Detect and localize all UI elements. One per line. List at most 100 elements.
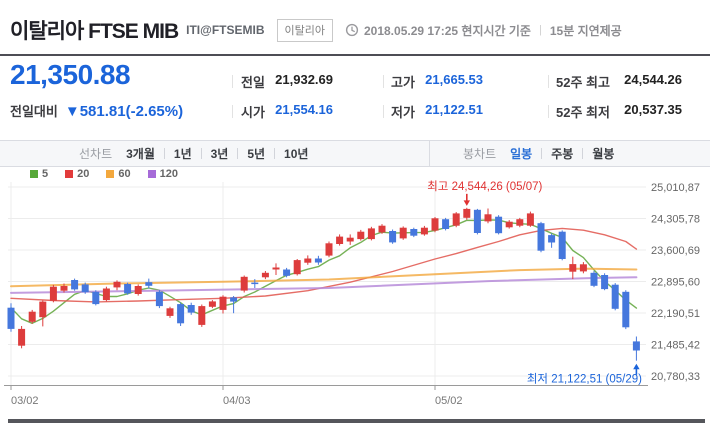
candle-button-monthly[interactable]: 월봉 [592,147,615,161]
candle-body-down [71,280,79,290]
candle-body-up [28,311,36,322]
x-axis-label: 03/02 [11,395,39,407]
period-button-1year[interactable]: 1년 [173,147,192,161]
candle-chart-controls: 봉차트 일봉 주봉 월봉 [430,141,710,166]
y-axis-label: 25,010,87 [651,182,700,194]
candle-body-up [18,328,26,346]
candle-body-up [367,228,375,240]
high-price-value: 21,665.53 [425,72,483,87]
period-button-10years[interactable]: 10년 [284,147,309,161]
legend-item-ma60: 60 [106,168,131,180]
y-axis-label: 24,305,78 [651,214,700,226]
candle-body-up [431,218,439,231]
legend-item-ma120: 120 [147,168,178,180]
candle-body-up [505,221,513,228]
control-divider [200,148,202,159]
candle-body-down [145,282,153,286]
ma-line-120 [10,276,638,294]
candle-body-down [389,231,397,243]
open-price-label: 시가 [241,105,265,120]
table-divider [383,75,384,88]
control-divider [237,148,239,159]
week52-low-value: 20,537.35 [624,102,682,117]
candle-body-down [410,229,418,236]
quote-timestamp: 2018.05.29 17:25 현지시간 기준 [363,23,531,38]
candle-body-up [484,214,492,222]
bottom-border-bar [8,419,705,423]
chart-controls: 선차트 3개월 1년 3년 5년 10년 봉차트 일봉 주봉 월봉 [0,140,710,167]
candle-body-down [81,284,89,293]
header-separator: | [538,24,542,36]
candle-body-down [611,284,619,309]
prev-close-cell: 전일 21,932.69 [241,72,333,91]
candle-body-up [325,243,333,256]
y-axis-label: 21,485,42 [651,340,700,352]
period-button-5years[interactable]: 5년 [247,147,266,161]
legend-item-ma5: 5 [30,168,48,180]
candle-body-down [187,305,195,313]
candle-body-up [166,308,174,316]
week52-low-cell: 52주 최저 20,537.35 [556,102,682,121]
header: 이탈리아 FTSE MIB ITI@FTSEMIB 이탈리아 2018.05.2… [10,13,704,47]
candle-body-up [134,286,142,294]
legend-item-ma20: 20 [65,168,89,180]
control-divider [541,148,543,159]
period-button-3years[interactable]: 3년 [210,147,229,161]
period-button-3months[interactable]: 3개월 [126,147,155,161]
candle-body-down [177,304,185,324]
ma120-label: 120 [159,168,178,180]
control-divider [582,148,584,159]
ma5-color-swatch [30,170,38,178]
candle-body-up [420,227,428,235]
ma20-label: 20 [77,168,90,180]
candle-body-down [622,291,630,328]
candle-body-up [208,301,216,307]
candle-body-up [346,237,354,242]
candle-body-up [240,276,248,291]
ma-legend: 5 20 60 120 [30,168,195,180]
y-axis-label: 22,895,60 [651,277,700,289]
high-price-cell: 고가 21,665.53 [391,72,483,91]
open-price-cell: 시가 21,554.16 [241,102,333,121]
week52-low-label: 52주 최저 [556,105,610,120]
ma-line-20 [10,227,638,303]
high-marker-arrowhead [463,200,470,206]
candle-body-up [378,225,386,233]
ma60-color-swatch [106,170,115,178]
candle-button-daily[interactable]: 일봉 [510,147,533,161]
low-price-cell: 저가 21,122.51 [391,102,483,121]
candle-body-up [60,286,68,291]
page-title: 이탈리아 FTSE MIB [10,20,179,43]
candle-body-up [261,272,269,278]
low-price-label: 저가 [391,105,415,120]
candle-body-up [49,286,57,301]
candle-body-up [357,231,365,240]
line-chart-label: 선차트 [79,147,113,161]
candle-body-down [548,235,556,243]
candle-body-up [336,236,344,244]
candle-body-up [304,258,312,263]
x-axis-label: 05/02 [435,395,463,407]
candle-body-down [495,216,503,234]
candle-body-down [92,291,100,305]
x-axis-label: 04/03 [223,395,251,407]
candle-body-up [463,208,471,218]
y-axis-label: 23,600,69 [651,245,700,257]
candle-button-weekly[interactable]: 주봉 [551,147,574,161]
candle-body-up [113,281,121,288]
ma20-color-swatch [65,170,74,178]
candle-body-up [102,288,110,301]
open-price-value: 21,554.16 [275,102,333,117]
table-divider [232,105,233,118]
candle-body-up [198,306,206,325]
candle-body-down [283,269,291,276]
table-divider [232,75,233,88]
candle-body-down [251,282,259,285]
table-divider [548,75,549,88]
candle-body-down [590,272,598,286]
candle-body-down [314,258,322,263]
prev-close-label: 전일 [241,75,265,90]
candle-body-up [569,264,577,272]
candle-body-up [293,260,301,275]
